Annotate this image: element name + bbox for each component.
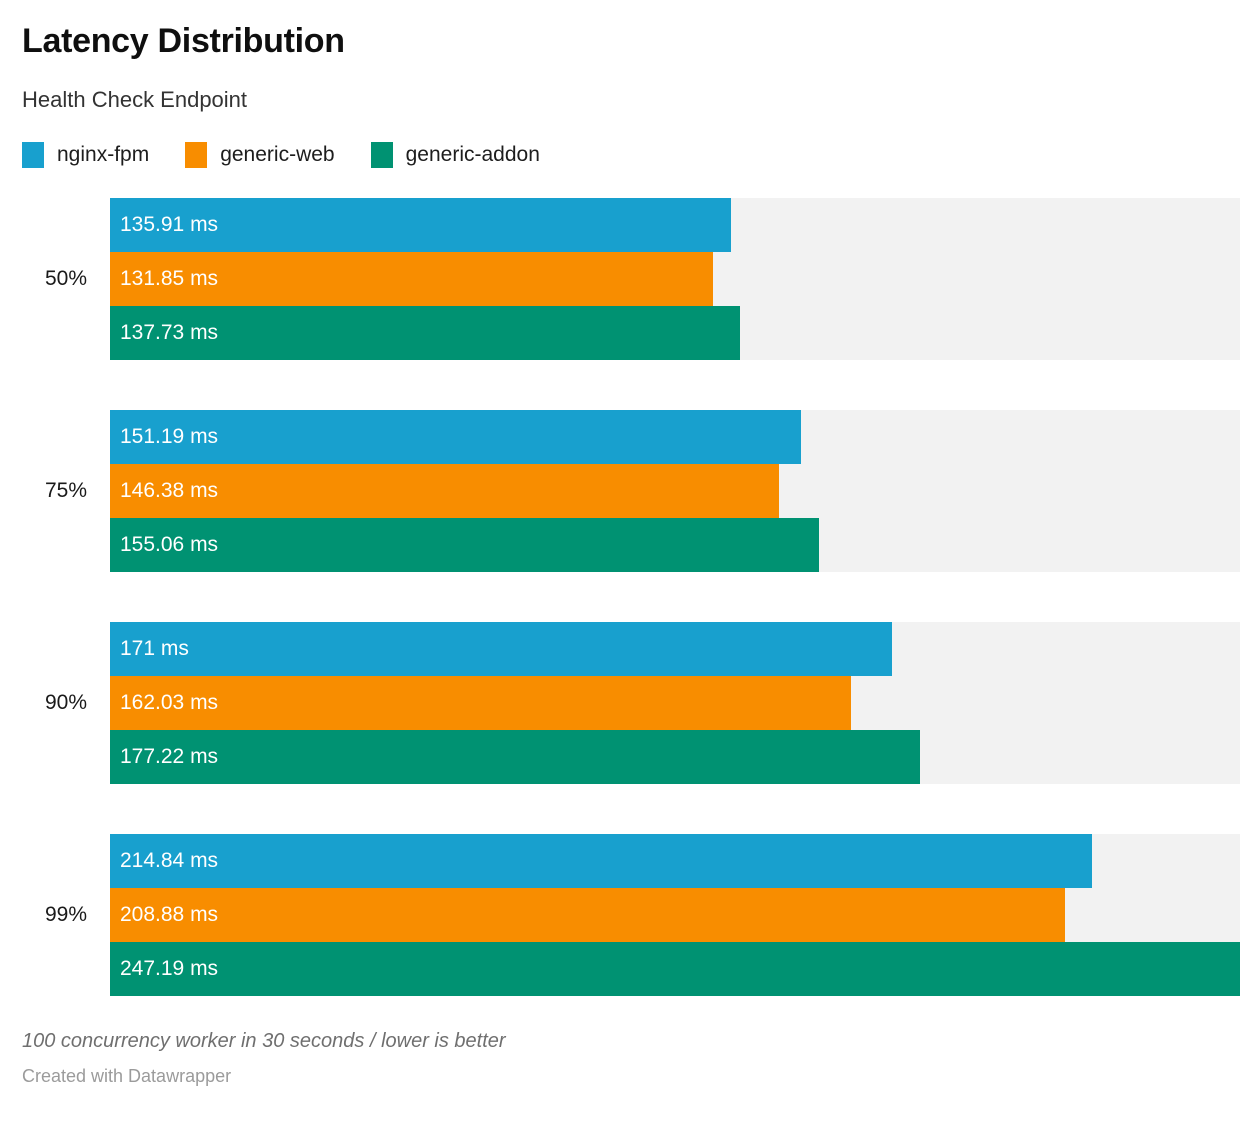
- category-label: 90%: [44, 691, 87, 715]
- bar-value-label: 171 ms: [120, 637, 189, 661]
- grouped-bar-chart: 50% 135.91 ms 131.85 ms 137.73 ms 75% 151.19 …: [22, 198, 1240, 997]
- bar-track: 214.84 ms 208.88 ms 247.19 ms: [110, 834, 1240, 997]
- bar-value-label: 162.03 ms: [120, 691, 219, 715]
- legend-swatch-icon: [22, 142, 44, 169]
- bar-value-label: 177.22 ms: [120, 745, 219, 769]
- legend-item-generic-web: generic-web: [185, 142, 335, 169]
- bar-value-label: 208.88 ms: [120, 903, 219, 927]
- legend-item-nginx-fpm: nginx-fpm: [22, 142, 150, 169]
- bar-generic-addon: 155.06 ms: [110, 518, 819, 573]
- bar-value-label: 155.06 ms: [120, 533, 219, 557]
- bar-nginx-fpm: 214.84 ms: [110, 834, 1093, 889]
- bar-generic-addon: 137.73 ms: [110, 306, 740, 361]
- category-label: 99%: [44, 903, 87, 927]
- datawrapper-credit-link[interactable]: Created with Datawrapper: [22, 1066, 232, 1087]
- legend-label: generic-addon: [405, 143, 540, 167]
- bar-generic-web: 208.88 ms: [110, 888, 1065, 943]
- bar-generic-addon: 177.22 ms: [110, 730, 921, 785]
- bar-track: 151.19 ms 146.38 ms 155.06 ms: [110, 410, 1240, 573]
- bar-value-label: 137.73 ms: [120, 321, 219, 345]
- bar-generic-web: 162.03 ms: [110, 676, 851, 731]
- bar-group: 90% 171 ms 162.03 ms 177.22 ms: [22, 622, 1240, 785]
- bar-track: 135.91 ms 131.85 ms 137.73 ms: [110, 198, 1240, 361]
- legend-item-generic-addon: generic-addon: [370, 142, 540, 169]
- category-label: 75%: [44, 479, 87, 503]
- category-label: 50%: [44, 267, 87, 291]
- bar-track: 171 ms 162.03 ms 177.22 ms: [110, 622, 1240, 785]
- legend-label: nginx-fpm: [57, 143, 150, 167]
- bar-group: 50% 135.91 ms 131.85 ms 137.73 ms: [22, 198, 1240, 361]
- legend-label: generic-web: [220, 143, 335, 167]
- bar-value-label: 131.85 ms: [120, 267, 219, 291]
- bar-group: 75% 151.19 ms 146.38 ms 155.06 ms: [22, 410, 1240, 573]
- bar-generic-web: 146.38 ms: [110, 464, 780, 519]
- bar-group: 99% 214.84 ms 208.88 ms 247.19 ms: [22, 834, 1240, 997]
- bar-value-label: 146.38 ms: [120, 479, 219, 503]
- bar-generic-web: 131.85 ms: [110, 252, 713, 307]
- page-title: Latency Distribution: [22, 22, 345, 60]
- bar-value-label: 135.91 ms: [120, 213, 219, 237]
- bar-value-label: 247.19 ms: [120, 957, 219, 981]
- bar-generic-addon: 247.19 ms: [110, 942, 1240, 997]
- legend-swatch-icon: [370, 142, 393, 169]
- bar-nginx-fpm: 151.19 ms: [110, 410, 802, 465]
- chart-subtitle: Health Check Endpoint: [22, 87, 248, 113]
- bar-nginx-fpm: 171 ms: [110, 622, 892, 677]
- bar-value-label: 151.19 ms: [120, 425, 219, 449]
- bar-value-label: 214.84 ms: [120, 849, 219, 873]
- legend: nginx-fpm generic-web generic-addon: [22, 141, 1240, 169]
- bar-nginx-fpm: 135.91 ms: [110, 198, 732, 253]
- legend-swatch-icon: [185, 142, 208, 169]
- chart-notes: 100 concurrency worker in 30 seconds / l…: [22, 1030, 506, 1053]
